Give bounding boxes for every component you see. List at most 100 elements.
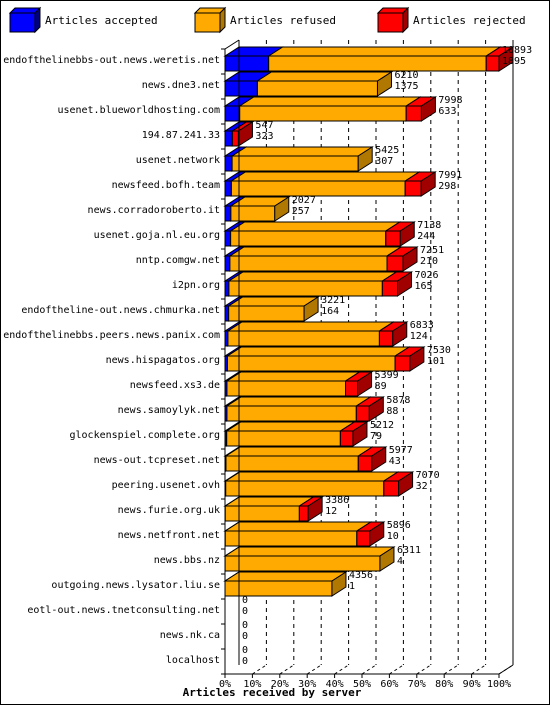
bar-face bbox=[230, 256, 387, 271]
bar-face bbox=[358, 456, 371, 471]
bar-newsfeed-xs3-de bbox=[225, 372, 372, 396]
value-label-accepted: 32 bbox=[416, 481, 428, 492]
bar-segment-articles-refused bbox=[240, 97, 420, 121]
bar-face bbox=[356, 406, 369, 421]
bar-newsfeed-bofh-team bbox=[225, 172, 435, 196]
value-label-accepted: 633 bbox=[438, 106, 456, 117]
bar-face bbox=[340, 431, 353, 446]
server-label: eotl-out.news.tnetconsulting.net bbox=[27, 605, 220, 616]
bar-top bbox=[225, 572, 346, 581]
bar-face bbox=[225, 556, 380, 571]
value-label-total: 6311 bbox=[397, 545, 421, 556]
bar-face bbox=[225, 531, 357, 546]
bar-segment-articles-refused bbox=[227, 397, 370, 421]
value-label-accepted: 1 bbox=[349, 581, 355, 592]
legend-swatch bbox=[10, 13, 35, 32]
x-tick-label: 90% bbox=[463, 679, 481, 690]
bar-top bbox=[231, 172, 419, 181]
bar-top bbox=[227, 422, 355, 431]
value-label-total: 5399 bbox=[375, 370, 399, 381]
value-label-accepted: 1375 bbox=[394, 81, 418, 92]
bar-face bbox=[228, 331, 379, 346]
bar-face bbox=[269, 56, 487, 71]
bar-face bbox=[231, 206, 275, 221]
bar-usenet-blueworldhosting-com bbox=[225, 97, 435, 121]
bar-face bbox=[232, 131, 238, 146]
value-label-total: 0 bbox=[242, 645, 248, 656]
bar-face bbox=[229, 306, 304, 321]
value-label-total: 4356 bbox=[349, 570, 373, 581]
x-tick-label: 80% bbox=[435, 679, 453, 690]
value-label-total: 5896 bbox=[387, 520, 411, 531]
value-label-total: 7998 bbox=[438, 95, 462, 106]
bar-face bbox=[395, 356, 410, 371]
value-label-accepted: 210 bbox=[420, 256, 438, 267]
bar-segment-articles-refused bbox=[225, 547, 394, 571]
bar-i2pn-org bbox=[225, 272, 412, 296]
bar-usenet-network bbox=[225, 147, 372, 171]
bar-top bbox=[229, 272, 396, 281]
bar-top bbox=[269, 47, 501, 56]
value-label-accepted: 4 bbox=[397, 556, 403, 567]
value-label-accepted: 101 bbox=[427, 356, 445, 367]
bar-face bbox=[225, 306, 229, 321]
bar-top bbox=[240, 97, 420, 106]
bar-news-samoylyk-net bbox=[225, 397, 383, 421]
server-label: newsfeed.bofh.team bbox=[112, 180, 220, 191]
bar-top bbox=[226, 447, 372, 456]
bar-face bbox=[225, 81, 257, 96]
bar-top bbox=[232, 147, 372, 156]
server-label: endoftheline-out.news.chmurka.net bbox=[21, 305, 220, 316]
bar-face bbox=[225, 56, 269, 71]
bar-top bbox=[225, 497, 313, 506]
bar-news-netfront-net bbox=[225, 522, 384, 546]
x-axis-title: Articles received by server bbox=[183, 686, 362, 699]
bar-news-furie-org-uk bbox=[225, 497, 322, 521]
bar-top bbox=[227, 397, 370, 406]
bar-face bbox=[225, 106, 240, 121]
server-label: news.nk.ca bbox=[160, 630, 220, 641]
bar-face bbox=[227, 356, 395, 371]
value-label-total: 7138 bbox=[417, 220, 441, 231]
bar-face bbox=[225, 506, 299, 521]
bar-endofthelinebbs-peers-news-panix-com bbox=[225, 322, 407, 346]
server-label: usenet.goja.nl.eu.org bbox=[94, 230, 220, 241]
bar-face bbox=[357, 531, 370, 546]
value-label-total: 3386 bbox=[325, 495, 349, 506]
bar-face bbox=[240, 106, 406, 121]
server-label: news.samoylyk.net bbox=[118, 405, 220, 416]
value-label-total: 7991 bbox=[438, 170, 462, 181]
value-label-accepted: 1895 bbox=[502, 56, 526, 67]
bar-top bbox=[226, 472, 398, 481]
bar-face bbox=[225, 231, 231, 246]
legend-swatch bbox=[378, 13, 403, 32]
value-label-accepted: 0 bbox=[242, 631, 248, 642]
x-tick-label: 100% bbox=[487, 679, 511, 690]
bar-segment-articles-refused bbox=[227, 422, 355, 446]
bar-face bbox=[382, 281, 397, 296]
server-label: outgoing.news.lysator.liu.se bbox=[51, 580, 220, 591]
value-label-accepted: 10 bbox=[387, 531, 399, 542]
bar-top bbox=[231, 222, 400, 231]
bar-top bbox=[230, 247, 401, 256]
bar-face bbox=[257, 81, 377, 96]
server-label: glockenspiel.complete.org bbox=[69, 430, 220, 441]
bar-top bbox=[225, 522, 371, 531]
bar-segment-articles-refused bbox=[226, 447, 372, 471]
server-label: news-out.tcpreset.net bbox=[94, 455, 220, 466]
bar-face bbox=[226, 481, 384, 496]
bar-face bbox=[225, 281, 229, 296]
bar-segment-articles-refused bbox=[227, 347, 409, 371]
bar-face bbox=[387, 256, 403, 271]
value-label-accepted: 0 bbox=[242, 656, 248, 667]
bar-face bbox=[379, 331, 392, 346]
bar-face bbox=[225, 181, 231, 196]
bar-segment-articles-refused bbox=[232, 147, 372, 171]
server-label: localhost bbox=[166, 655, 220, 666]
value-label-total: 5425 bbox=[375, 145, 399, 156]
legend-label: Articles refused bbox=[230, 14, 336, 27]
server-label: news.corradoroberto.it bbox=[88, 205, 220, 216]
value-label-total: 6210 bbox=[394, 70, 418, 81]
bar-top bbox=[227, 372, 360, 381]
